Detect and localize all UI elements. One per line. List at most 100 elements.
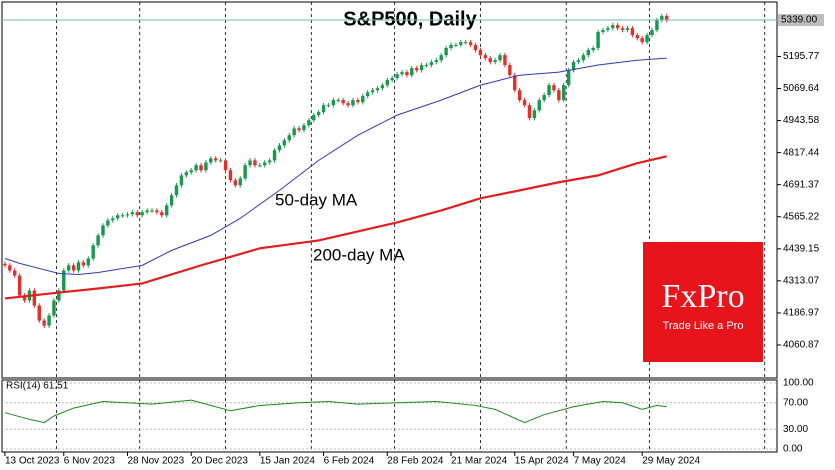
candle-body <box>615 25 620 29</box>
candle-body <box>571 61 576 71</box>
candle-body <box>351 100 355 106</box>
rsi-label: RSI(14) 61.51 <box>6 381 69 392</box>
candle-body <box>606 28 610 30</box>
y-tick-label: 4817.44 <box>783 147 820 158</box>
candle-body <box>140 212 144 216</box>
candle-body <box>253 160 257 166</box>
candle-body <box>160 212 164 216</box>
candle-body <box>150 210 154 212</box>
ma-label: 50-day MA <box>275 190 358 209</box>
candle-body <box>552 85 556 91</box>
candle-body <box>370 90 375 93</box>
candle-body <box>326 105 331 107</box>
candle-body <box>243 165 247 179</box>
candle-body <box>361 96 365 103</box>
candle-body <box>527 105 532 119</box>
candle-body <box>581 55 586 61</box>
candle-body <box>17 275 22 296</box>
candle-body <box>365 92 370 97</box>
candle-body <box>307 120 311 126</box>
last-price-label: 5339.00 <box>781 15 818 26</box>
candle-body <box>106 220 110 226</box>
y-tick-label: 4691.37 <box>783 179 820 190</box>
candle-body <box>395 74 399 79</box>
candle-body <box>586 50 590 56</box>
rsi-line <box>4 399 667 424</box>
candle-body <box>96 235 100 246</box>
candle-body <box>42 320 46 326</box>
candle-body <box>429 61 434 66</box>
candle-body <box>380 85 385 89</box>
candle-body <box>532 110 537 119</box>
x-tick-label: 6 Feb 2024 <box>324 456 375 467</box>
candle-body <box>302 125 306 131</box>
rsi-tick-label: 30.00 <box>783 424 808 435</box>
candle-body <box>57 290 61 301</box>
candle-body <box>439 55 443 61</box>
candle-body <box>464 42 468 44</box>
x-tick-label: 28 Nov 2023 <box>127 456 184 467</box>
candle-body <box>233 180 238 186</box>
candle-body <box>414 68 419 71</box>
candle-body <box>312 115 316 121</box>
candle-body <box>164 205 169 216</box>
candle-body <box>62 270 66 291</box>
candle-body <box>557 90 561 101</box>
candle-body <box>282 140 287 146</box>
candle-body <box>228 170 233 181</box>
chart-title: S&P500, Daily <box>343 8 477 30</box>
candle-body <box>101 225 105 236</box>
x-tick-label: 15 Jan 2024 <box>260 456 315 467</box>
candle-body <box>483 55 488 59</box>
candle-body <box>297 128 301 131</box>
main-frame <box>1 1 778 379</box>
candle-body <box>204 162 208 171</box>
x-tick-label: 21 Mar 2024 <box>451 456 508 467</box>
moving-average-line <box>4 57 667 276</box>
candle-body <box>258 165 262 167</box>
candle-body <box>390 78 394 81</box>
candle-body <box>248 160 252 166</box>
y-tick-label: 4439.15 <box>783 243 820 254</box>
candle-body <box>508 65 512 76</box>
candle-body <box>498 55 502 61</box>
candle-body <box>601 29 605 32</box>
candle-body <box>189 170 193 173</box>
candle-body <box>194 165 198 171</box>
y-tick-label: 4060.87 <box>783 340 820 351</box>
candle-body <box>522 100 527 106</box>
candle-body <box>321 105 326 113</box>
candle-body <box>120 215 125 217</box>
candle-body <box>66 265 71 271</box>
candle-body <box>336 100 340 102</box>
rsi-tick-label: 0.00 <box>783 444 803 455</box>
x-tick-label: 20 Dec 2023 <box>191 456 248 467</box>
candle-body <box>454 44 458 46</box>
candle-body <box>199 165 203 171</box>
x-tick-label: 28 Feb 2024 <box>387 456 444 467</box>
candle-body <box>135 212 140 216</box>
candle-body <box>562 85 566 101</box>
candle-body <box>405 72 409 76</box>
candle-body <box>424 65 429 67</box>
logo: FxPro Trade Like a Pro <box>643 242 763 362</box>
candle-body <box>449 44 453 49</box>
candle-body <box>419 65 424 71</box>
candle-body <box>547 85 551 96</box>
candle-body <box>179 175 184 186</box>
candle-body <box>155 210 159 213</box>
candle-body <box>71 265 76 271</box>
candle-body <box>287 135 291 141</box>
candle-body <box>214 158 218 161</box>
x-tick-label: 13 Oct 2023 <box>5 456 60 467</box>
moving-average-line <box>4 155 667 300</box>
candle-body <box>645 35 649 43</box>
rsi-tick-label: 70.00 <box>783 397 808 408</box>
candle-body <box>503 55 507 66</box>
candle-body <box>356 100 360 103</box>
candle-body <box>444 48 448 56</box>
candle-body <box>13 270 17 276</box>
candle-body <box>267 160 272 163</box>
